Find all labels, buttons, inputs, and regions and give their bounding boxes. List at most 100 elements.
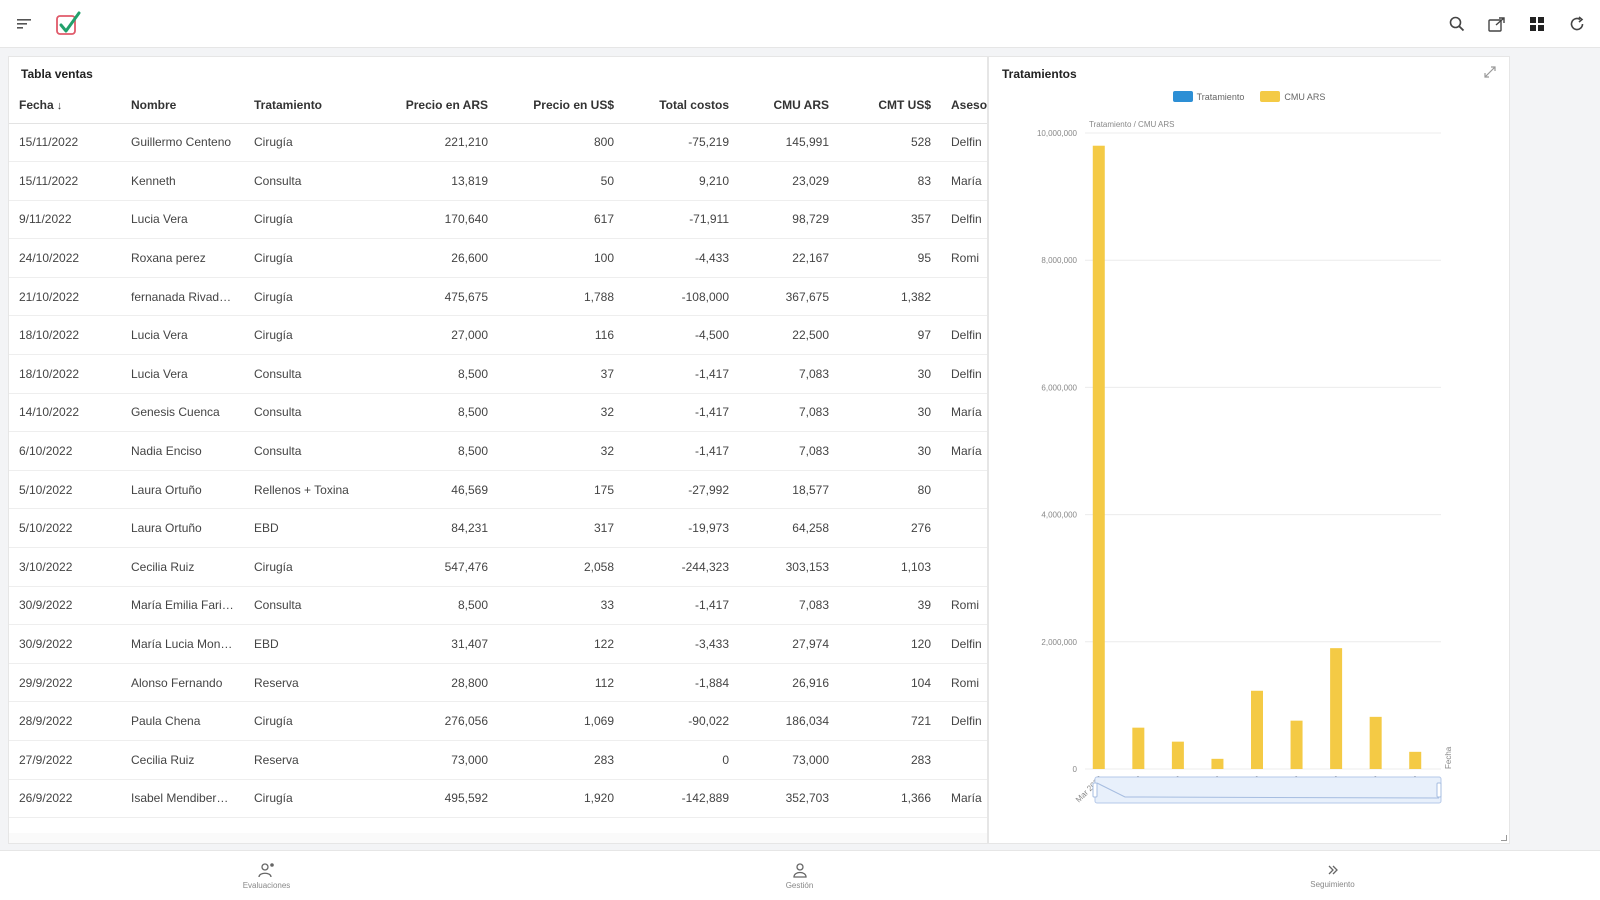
search-icon[interactable] — [1446, 13, 1468, 35]
table-cell: 64,258 — [739, 508, 839, 549]
table-cell: Cirugía — [244, 238, 372, 278]
table-cell: 352,703 — [739, 779, 839, 819]
legend-label-cmu-ars: CMU ARS — [1284, 91, 1326, 102]
expand-icon[interactable] — [1483, 65, 1499, 81]
table-cell: 80 — [839, 470, 941, 510]
table-row[interactable]: 26/9/2022 Isabel Mendiberguy Cirugía 495,59… — [9, 779, 987, 819]
table-cell: Delfin — [941, 315, 987, 356]
column-header-asesora[interactable]: Asesora — [941, 87, 987, 124]
table-cell: Cirugía — [244, 123, 372, 163]
table-cell: 112 — [498, 663, 624, 703]
table-row[interactable]: 27/9/2022 Cecilia Ruiz Reserva 73,000 283 0 73… — [9, 740, 987, 780]
table-cell: -4,433 — [624, 238, 739, 278]
nav-item-evaluaciones[interactable]: Evaluaciones — [0, 851, 533, 900]
table-row[interactable]: 3/10/2022 Cecilia Ruiz Cirugía 547,476 2,058… — [9, 547, 987, 587]
zoom-slider[interactable] — [1094, 776, 1442, 804]
table-row[interactable]: 15/11/2022 Kenneth Consulta 13,819 50 9,210 23… — [9, 161, 987, 201]
table-cell: 26,916 — [739, 663, 839, 703]
column-header-tratamiento[interactable]: Tratamiento — [244, 87, 372, 124]
table-cell: EBD — [244, 508, 372, 549]
table-row[interactable]: 5/10/2022 Laura Ortuño EBD 84,231 317 -19,973… — [9, 508, 987, 549]
column-header-cmu-ars[interactable]: CMU ARS — [739, 87, 839, 124]
column-header-cmt-usd[interactable]: CMT US$ — [839, 87, 941, 124]
table-cell: 30 — [839, 393, 941, 433]
legend-swatch-tratamiento — [1172, 91, 1193, 102]
table-cell: 50 — [498, 161, 624, 201]
bar — [1290, 720, 1303, 769]
table-row[interactable]: 29/9/2022 Alonso Fernando Reserva 28,800 112… — [9, 663, 987, 703]
column-header-fecha[interactable]: Fecha ↓ — [9, 87, 121, 124]
table-row[interactable]: 15/11/2022 Guillermo Centeno Cirugía 221,21… — [9, 123, 987, 163]
legend-item-cmu-ars[interactable]: CMU ARS — [1260, 91, 1325, 102]
nav-item-gestion[interactable]: Gestión — [533, 851, 1066, 900]
share-icon[interactable] — [1486, 13, 1508, 35]
table-cell: Lucia Vera — [121, 354, 244, 394]
menu-icon[interactable] — [14, 13, 36, 35]
treatments-chart-panel: Tratamientos Tratamiento CMU ARS 0 2,000,… — [988, 56, 1510, 844]
table-cell: 39 — [839, 586, 941, 626]
table-row[interactable]: 9/11/2022 Lucia Vera Cirugía 170,640 617 -71,… — [9, 200, 987, 240]
y-tick-label: 0 — [1073, 765, 1078, 774]
table-cell: Cirugía — [244, 200, 372, 240]
table-row[interactable]: 18/10/2022 Lucia Vera Cirugía 27,000 116 -4,5… — [9, 315, 987, 356]
refresh-icon[interactable] — [1566, 13, 1588, 35]
table-cell: -3,433 — [624, 624, 739, 664]
table-cell: 276,056 — [372, 701, 498, 741]
nav-item-seguimiento[interactable]: Seguimiento — [1066, 851, 1599, 900]
table-cell: 317 — [498, 508, 624, 549]
table-row[interactable]: 24/10/2022 Roxana perez Cirugía 26,600 100 -4… — [9, 238, 987, 278]
table-row[interactable]: 30/9/2022 María Lucia Montero EBD 31,407 122… — [9, 624, 987, 664]
table-cell: Cirugía — [244, 779, 372, 819]
table-cell: 97 — [839, 315, 941, 356]
table-cell: 8,500 — [372, 354, 498, 394]
table-cell: 0 — [624, 740, 739, 780]
column-header-precio-ars[interactable]: Precio en ARS — [372, 87, 498, 124]
bar — [1369, 716, 1382, 769]
sort-desc-icon[interactable]: ↓ — [56, 99, 63, 112]
horizontal-scrollbar[interactable] — [9, 833, 987, 843]
zoom-handle-right[interactable] — [1436, 782, 1442, 798]
table-cell: Consulta — [244, 586, 372, 626]
legend-item-tratamiento[interactable]: Tratamiento — [1172, 91, 1244, 102]
series-label: Tratamiento / CMU ARS — [1089, 120, 1175, 129]
table-cell: 1,069 — [498, 701, 624, 741]
sales-table-panel: Tabla ventas Fecha ↓ Nombre Tratamiento P… — [8, 56, 988, 844]
resize-handle[interactable] — [1501, 835, 1507, 841]
table-cell: 8,500 — [372, 393, 498, 433]
y-tick-label: 10,000,000 — [1037, 129, 1078, 138]
table-row[interactable]: 5/10/2022 Laura Ortuño Rellenos + Toxina 46… — [9, 470, 987, 510]
table-cell: Delfin — [941, 200, 987, 240]
table-cell: 1,103 — [839, 547, 941, 587]
y-tick-label: 6,000,000 — [1041, 383, 1077, 392]
table-cell: 30 — [839, 354, 941, 394]
table-cell: 29/9/2022 — [9, 663, 121, 703]
table-cell: María Emilia Fariña — [121, 586, 244, 626]
table-cell: Delfin — [941, 354, 987, 394]
column-header-nombre[interactable]: Nombre — [121, 87, 244, 124]
table-cell: 528 — [839, 123, 941, 163]
table-cell: 18/10/2022 — [9, 354, 121, 394]
column-header-precio-usd[interactable]: Precio en US$ — [498, 87, 624, 124]
table-cell: 15/11/2022 — [9, 161, 121, 201]
table-cell: 33 — [498, 586, 624, 626]
table-cell: 24/10/2022 — [9, 238, 121, 278]
table-cell: Consulta — [244, 431, 372, 471]
table-cell: 721 — [839, 701, 941, 741]
table-row[interactable]: 18/10/2022 Lucia Vera Consulta 8,500 37 -1,41… — [9, 354, 987, 394]
table-row[interactable]: 28/9/2022 Paula Chena Cirugía 276,056 1,069-… — [9, 701, 987, 741]
bar — [1092, 145, 1105, 770]
table-cell: 6/10/2022 — [9, 431, 121, 471]
table-cell: EBD — [244, 624, 372, 664]
table-cell: 3/10/2022 — [9, 547, 121, 587]
grid-icon[interactable] — [1526, 13, 1548, 35]
table-row[interactable]: 6/10/2022 Nadia Enciso Consulta 8,500 32 -1,4… — [9, 431, 987, 471]
x-axis-label: Fecha — [1444, 746, 1453, 769]
table-row[interactable]: 14/10/2022 Genesis Cuenca Consulta 8,500 32-… — [9, 393, 987, 433]
app-logo[interactable] — [54, 10, 82, 38]
table-row[interactable]: 30/9/2022 María Emilia Fariña Consulta 8,50… — [9, 586, 987, 626]
zoom-handle-left[interactable] — [1092, 782, 1098, 798]
table-cell: 95 — [839, 238, 941, 278]
column-header-total-costos[interactable]: Total costos — [624, 87, 739, 124]
table-cell: 170,640 — [372, 200, 498, 240]
table-row[interactable]: 21/10/2022 fernanada Rivadeneira Cirugía 47… — [9, 277, 987, 317]
